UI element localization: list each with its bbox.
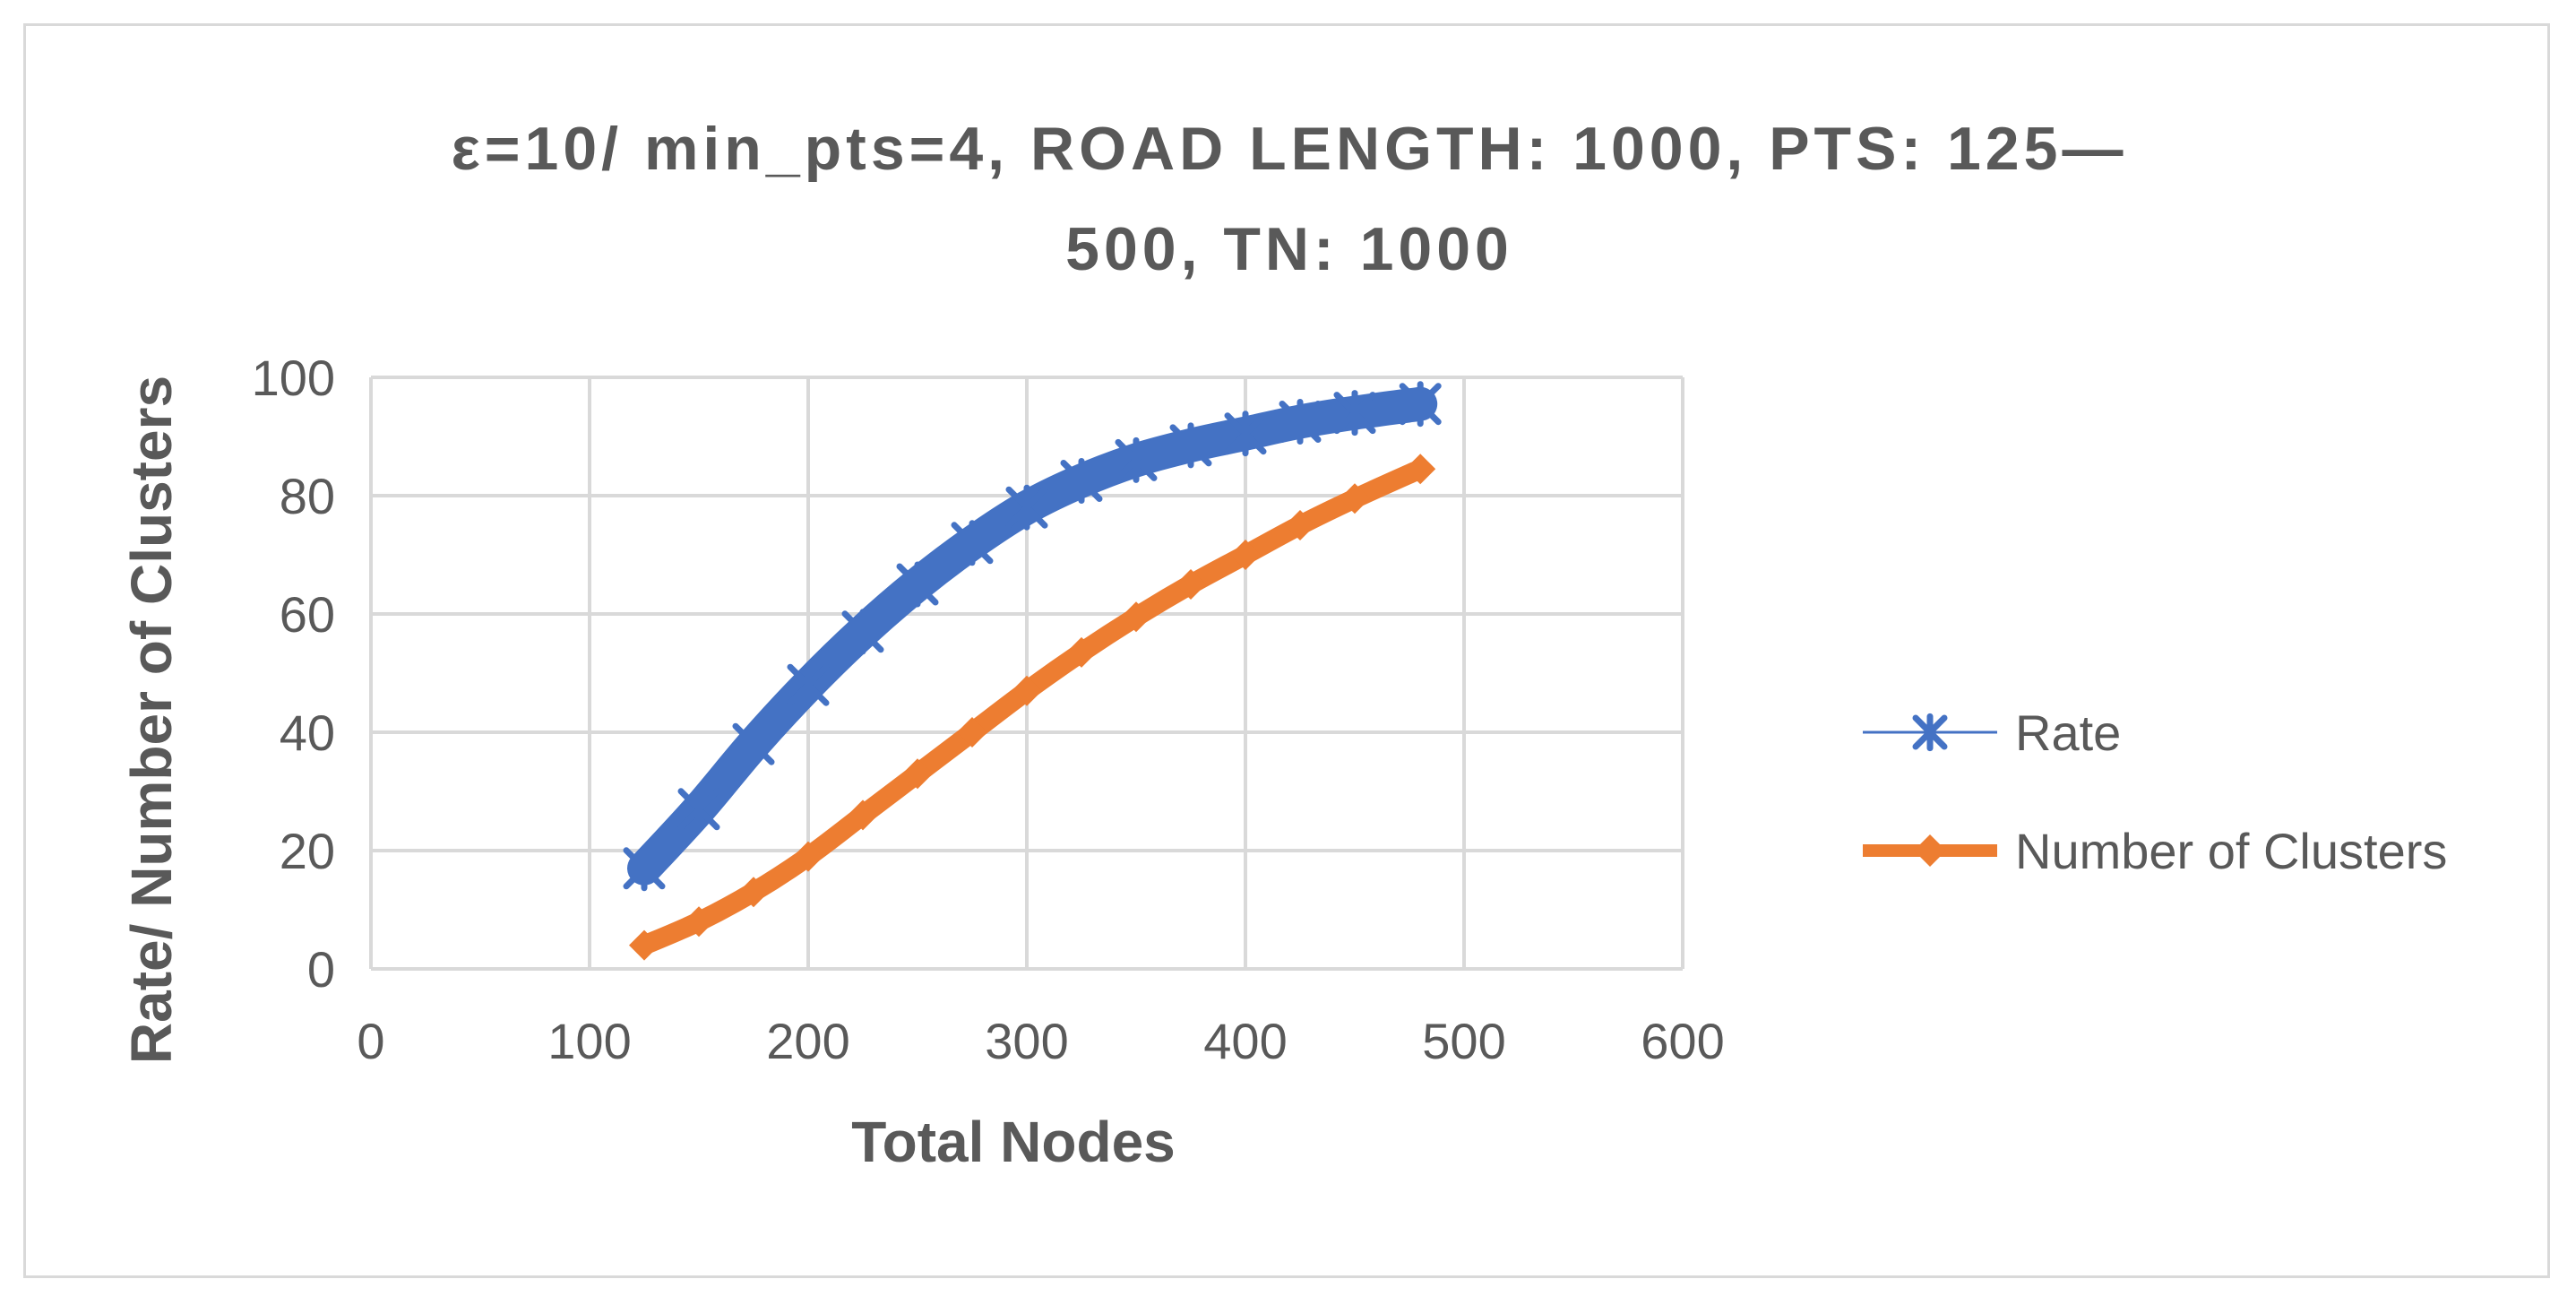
legend-marker-0 [1912,713,1948,752]
series-1-point-6 [957,717,987,748]
series-0-point-10 [1169,422,1212,469]
series-1-point-5 [902,758,933,790]
series-0-point-11 [1224,411,1267,457]
series-1-point-10 [1176,569,1206,600]
series-line-1 [634,459,1431,955]
series-1-point-12 [1285,510,1315,540]
x-tick-label-2: 200 [766,1013,849,1069]
x-tick-label-0: 0 [357,1013,384,1069]
x-tick-label-3: 300 [985,1013,1068,1069]
series-1-point-1 [684,906,714,938]
series-1-point-11 [1230,540,1261,570]
series-1-point-0 [629,929,659,961]
series-0-point-0 [623,845,666,892]
series-1-point-8 [1066,636,1097,668]
x-tick-label-5: 500 [1422,1013,1505,1069]
y-tick-label-1: 20 [280,823,335,879]
y-axis-title: Rate/ Number of Clusters [119,376,184,1064]
chart-frame: ε=10/ min_pts=4, ROAD LENGTH: 1000, PTS:… [23,23,2550,1278]
x-tick-label-1: 100 [547,1013,631,1069]
series-1-point-4 [848,799,878,831]
y-tick-label-4: 80 [280,468,335,524]
series-1-point-7 [1012,675,1042,706]
series-0-point-1 [677,786,720,833]
legend-label-1: Number of Clusters [2015,823,2447,879]
series-0-point-14 [1399,381,1442,428]
series-1-point-14 [1405,454,1436,485]
series-0-point-4 [841,609,884,655]
x-tick-label-4: 400 [1203,1013,1287,1069]
series-0-point-5 [896,561,939,608]
y-tick-label-5: 100 [252,350,335,406]
series-layer [623,381,1442,961]
series-0-point-3 [787,661,830,708]
chart-title-line-2: 500, TN: 1000 [1065,215,1513,283]
series-0-point-8 [1060,458,1103,504]
series-1-point-2 [738,877,769,908]
series-0-point-2 [732,721,775,767]
chart-title-line-1: ε=10/ min_pts=4, ROAD LENGTH: 1000, PTS:… [452,115,2128,183]
y-tick-label-2: 40 [280,704,335,761]
grid-layer [369,376,1684,971]
series-0-point-6 [951,520,994,566]
series-0-point-7 [1005,484,1048,531]
series-0-point-13 [1333,390,1376,436]
y-tick-label-0: 0 [307,941,335,998]
series-1-point-3 [793,841,823,872]
y-tick-labels: 0 20 40 60 80 100 [252,350,335,998]
series-1-point-9 [1121,601,1151,633]
series-1-point-13 [1340,483,1370,514]
chart-title: ε=10/ min_pts=4, ROAD LENGTH: 1000, PTS:… [452,115,2128,283]
legend-label-0: Rate [2015,704,2121,761]
series-0-point-9 [1115,436,1158,483]
legend-marker-1 [1914,834,1946,867]
chart-svg: ε=10/ min_pts=4, ROAD LENGTH: 1000, PTS:… [119,115,2447,1174]
series-line-0 [627,386,1438,886]
x-axis-title: Total Nodes [851,1110,1176,1174]
x-tick-label-6: 600 [1641,1013,1724,1069]
series-0-point-12 [1279,399,1322,445]
y-tick-label-3: 60 [280,586,335,643]
x-tick-labels: 0 100 200 300 400 500 600 [357,1013,1724,1069]
legend: Rate Number of Clusters [1863,704,2447,879]
